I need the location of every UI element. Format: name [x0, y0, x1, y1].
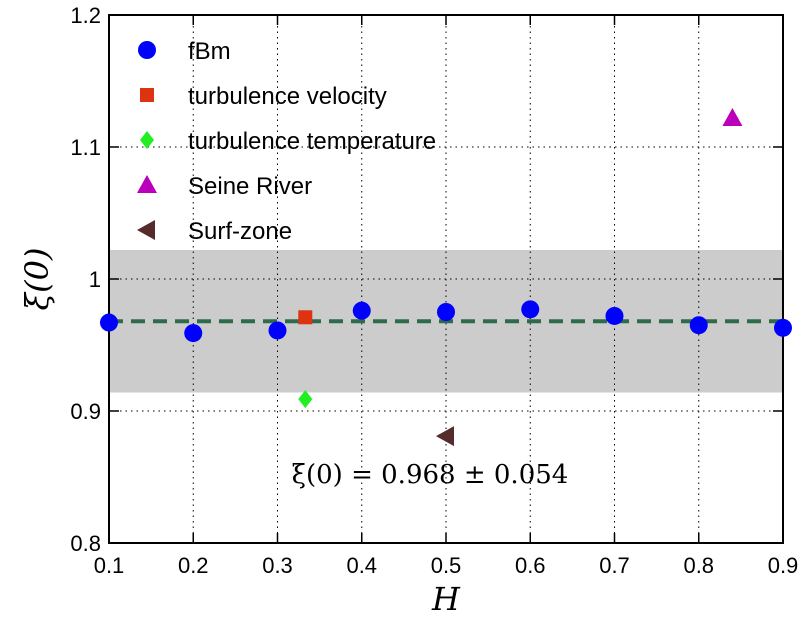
- data-point-circle: [352, 301, 371, 320]
- legend-label: fBm: [188, 38, 231, 65]
- x-tick-label: 0.2: [178, 553, 209, 578]
- y-axis-label: ξ(0): [18, 248, 56, 311]
- data-point-circle: [268, 321, 287, 340]
- x-tick-label: 0.8: [683, 553, 714, 578]
- x-axis-label: H: [431, 580, 461, 617]
- data-point-circle: [437, 303, 455, 321]
- y-tick-label: 1.2: [70, 3, 101, 28]
- data-point-circle: [774, 318, 792, 337]
- x-tick-label: 0.7: [599, 553, 630, 578]
- x-tick-label: 0.1: [94, 553, 125, 578]
- annotation: ξ(0) = 0.968 ± 0.054: [292, 460, 569, 490]
- data-point-circle: [521, 300, 540, 319]
- y-tick-label: 0.9: [70, 399, 101, 424]
- data-point-circle: [689, 316, 708, 335]
- data-point-triangle-left: [436, 426, 454, 447]
- legend-marker-triangle-left: [137, 220, 155, 240]
- x-tick-label: 0.6: [515, 553, 546, 578]
- legend-label: Surf-zone: [188, 218, 292, 245]
- legend-label: turbulence temperature: [188, 128, 436, 155]
- legend-label: Seine River: [188, 173, 312, 200]
- legend-label: turbulence velocity: [188, 83, 387, 110]
- data-point-circle: [605, 306, 624, 325]
- legend-marker-diamond: [140, 131, 154, 149]
- y-tick-label: 0.8: [70, 531, 101, 556]
- data-point-square: [298, 310, 313, 325]
- x-tick-label: 0.9: [768, 553, 799, 578]
- data-point-circle: [184, 324, 203, 343]
- legend-marker-circle: [138, 41, 156, 59]
- x-tick-label: 0.4: [346, 553, 377, 578]
- y-tick-label: 1: [89, 267, 101, 292]
- y-tick-label: 1.1: [70, 135, 101, 160]
- x-tick-label: 0.3: [262, 553, 293, 578]
- data-point-diamond: [298, 390, 313, 409]
- legend-marker-square: [140, 88, 154, 102]
- x-tick-label: 0.5: [431, 553, 462, 578]
- data-point-triangle-up: [722, 107, 743, 126]
- data-point-circle: [100, 313, 118, 332]
- legend: fBm turbulence velocity turbulence tempera…: [137, 38, 436, 245]
- legend-marker-triangle-up: [137, 175, 157, 193]
